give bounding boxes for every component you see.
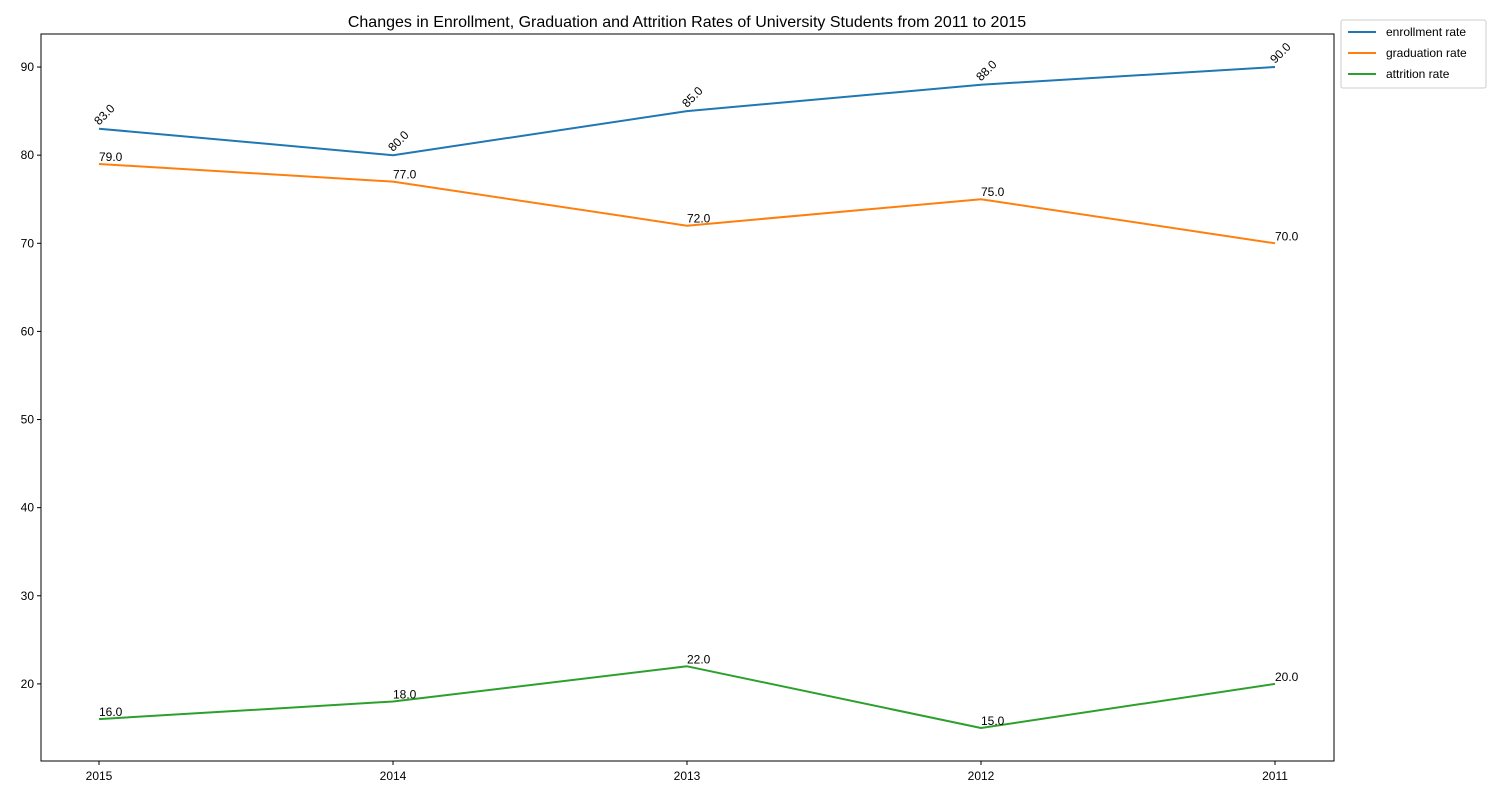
legend-label: enrollment rate [1386,25,1466,39]
data-labels-layer: 83.0 80.0 85.0 88.0 90.0 79.0 77.0 72.0 75.0 70.0… [91,40,1298,728]
data-label: 20.0 [1275,670,1299,684]
data-label: 88.0 [973,57,1000,84]
legend: enrollment rate graduation rate attrition … [1340,19,1487,89]
y-tick-label: 80 [21,148,35,162]
x-tick-label: 2015 [86,769,113,783]
data-label: 85.0 [679,84,706,111]
series-line-1 [98,163,1276,245]
series-layer [98,66,1276,729]
y-tick-label: 30 [21,589,35,603]
y-axis: 20 30 40 50 60 70 80 90 [21,60,41,691]
data-label: 22.0 [687,652,711,666]
data-label: 16.0 [99,705,123,719]
legend-label: graduation rate [1386,46,1467,60]
x-tick-label: 2013 [674,769,701,783]
y-tick-label: 40 [21,501,35,515]
legend-box [1340,19,1487,89]
y-tick-label: 60 [21,324,35,338]
data-label: 79.0 [99,150,123,164]
data-label: 18.0 [393,688,417,702]
data-label: 80.0 [385,128,412,155]
y-tick-label: 70 [21,236,35,250]
series-line-2 [98,665,1276,729]
y-tick-label: 90 [21,60,35,74]
data-label: 90.0 [1267,40,1294,67]
x-tick-label: 2012 [968,769,995,783]
x-tick-label: 2011 [1262,769,1288,783]
data-label: 70.0 [1275,229,1299,243]
x-axis: 2015 2014 2013 2012 2011 [86,761,1288,783]
data-label: 77.0 [393,168,417,182]
series-line-0 [98,66,1276,157]
y-tick-label: 20 [21,677,35,691]
data-label: 72.0 [687,212,711,226]
data-label: 75.0 [981,185,1005,199]
data-label: 15.0 [981,714,1005,728]
data-label: 83.0 [91,101,118,128]
chart-title: Changes in Enrollment, Graduation and At… [348,14,1026,31]
x-tick-label: 2014 [380,769,407,783]
y-tick-label: 50 [21,413,35,427]
legend-label: attrition rate [1386,67,1450,81]
